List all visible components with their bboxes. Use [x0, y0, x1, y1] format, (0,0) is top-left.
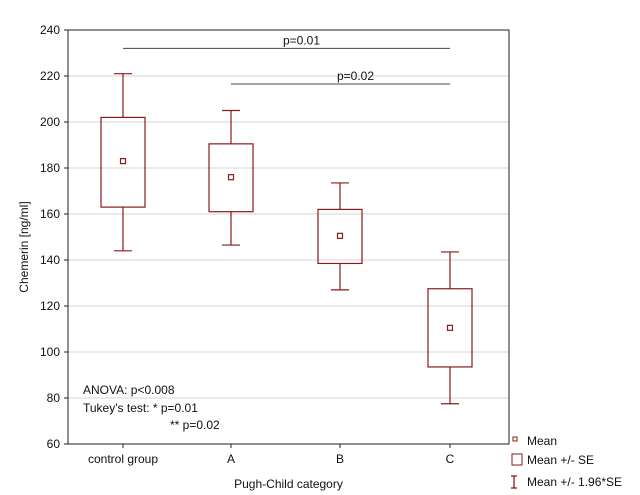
y-tick-label: 160: [40, 207, 60, 221]
se-box: [317, 208, 363, 265]
tukey-annotation: Tukey's test: * p=0.01: [83, 401, 198, 415]
y-axis-title: Chemerin [ng/ml]: [17, 201, 31, 292]
y-tick-label: 100: [40, 345, 60, 359]
legend: Mean Mean +/- SE Mean +/- 1.96*SE: [511, 434, 622, 489]
box-series: [100, 73, 473, 405]
y-tick-label: 180: [40, 161, 60, 175]
y-tick-label: 60: [47, 437, 61, 451]
x-axis-ticks: control group A B C: [88, 444, 455, 466]
x-tick-label: A: [227, 452, 235, 466]
box-group: [317, 182, 363, 291]
mean-marker: [227, 174, 235, 181]
legend-ci-whisker-marker: [511, 475, 517, 489]
y-tick-label: 220: [40, 69, 60, 83]
legend-se-label: Mean +/- SE: [527, 453, 594, 467]
x-tick-label: C: [446, 452, 455, 466]
gridlines: [68, 75, 509, 399]
legend-ci-label: Mean +/- 1.96*SE: [527, 475, 622, 489]
x-tick-label: control group: [88, 452, 158, 466]
box-group: [427, 251, 473, 405]
plot-area-frame: [67, 29, 510, 445]
x-axis-title: Pugh-Child category: [234, 477, 343, 491]
y-tick-label: 80: [47, 391, 61, 405]
significance-brackets: p=0.01 p=0.02: [123, 33, 450, 85]
y-tick-label: 200: [40, 115, 60, 129]
mean-marker: [119, 158, 127, 165]
tukey-annotation-2: ** p=0.02: [170, 418, 220, 432]
significance-label: p=0.02: [337, 69, 374, 83]
y-tick-label: 120: [40, 299, 60, 313]
x-tick-label: B: [336, 452, 344, 466]
y-axis-ticks: 60 80 100 120 140 160 180 200 220 240: [40, 23, 68, 451]
y-tick-label: 140: [40, 253, 60, 267]
box-group: [208, 109, 254, 246]
se-box: [427, 288, 473, 368]
legend-se-box-marker: [511, 453, 523, 466]
anova-annotation: ANOVA: p<0.008: [83, 383, 175, 397]
se-box: [100, 116, 146, 208]
significance-label: p=0.01: [283, 33, 320, 47]
se-box: [208, 143, 254, 213]
y-tick-label: 240: [40, 23, 60, 37]
legend-mean-marker: [512, 436, 518, 442]
box-group: [100, 73, 146, 252]
mean-marker: [336, 232, 344, 239]
legend-mean-label: Mean: [527, 434, 557, 448]
mean-marker: [446, 324, 454, 331]
